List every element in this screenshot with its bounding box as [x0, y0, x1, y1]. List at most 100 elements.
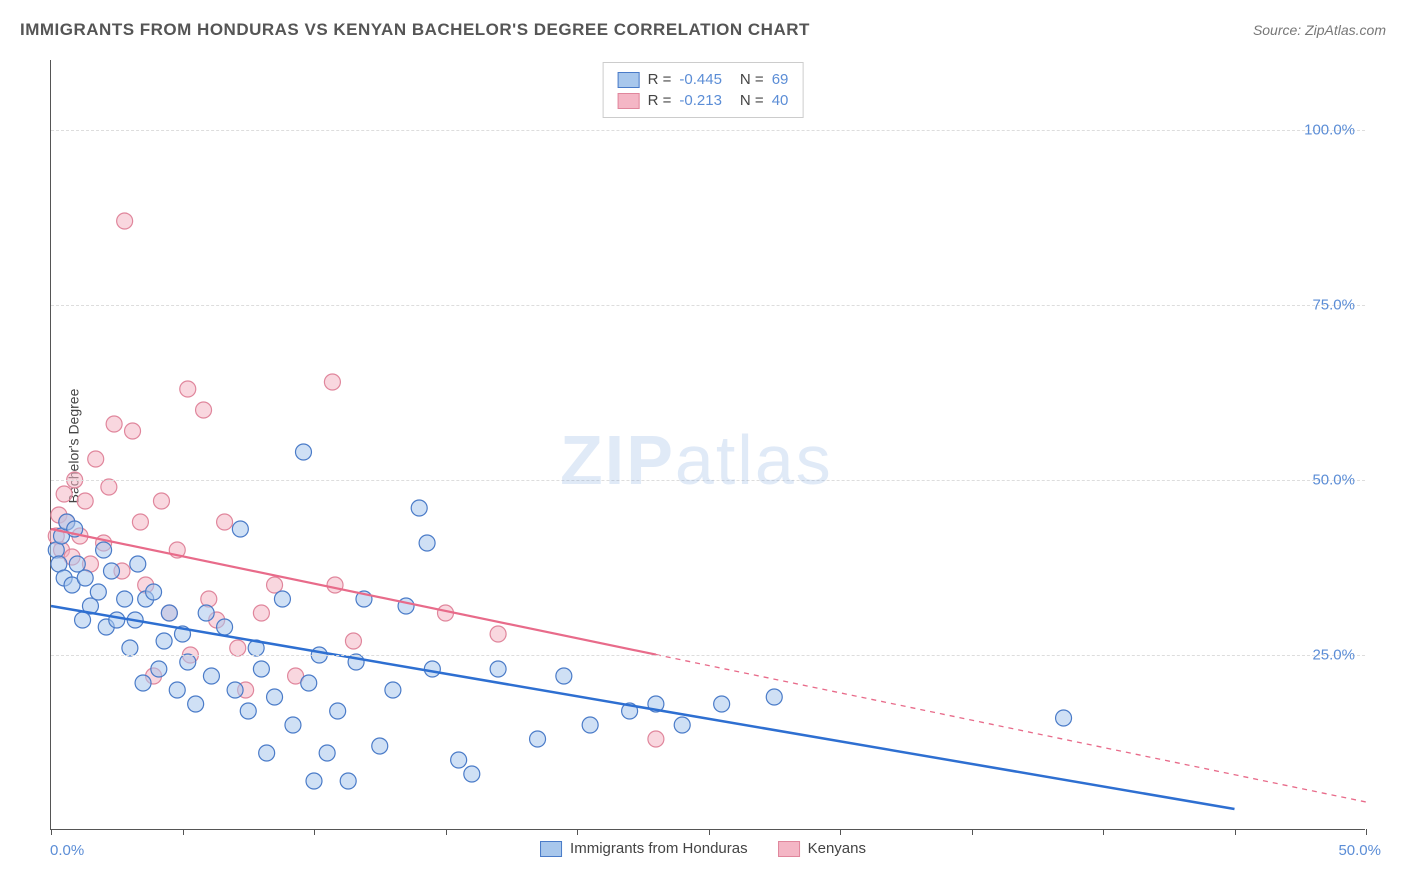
y-tick-label: 50.0% — [1312, 472, 1355, 489]
data-point — [132, 514, 148, 530]
data-point — [285, 717, 301, 733]
legend-swatch — [618, 72, 640, 88]
legend-stat-row: R =-0.213N =40 — [618, 90, 789, 111]
data-point — [88, 451, 104, 467]
data-point — [69, 556, 85, 572]
y-tick-label: 100.0% — [1304, 122, 1355, 139]
data-point — [674, 717, 690, 733]
source-label: Source: ZipAtlas.com — [1253, 22, 1386, 38]
data-point — [267, 689, 283, 705]
x-tick — [1103, 829, 1104, 835]
legend-stat-row: R = -0.445 N = 69 — [618, 69, 789, 90]
data-point — [319, 745, 335, 761]
legend-series-item: Immigrants from Honduras — [540, 840, 748, 857]
x-tick — [577, 829, 578, 835]
data-point — [196, 402, 212, 418]
data-point — [372, 738, 388, 754]
data-point — [530, 731, 546, 747]
legend-stats: R =-0.445N =69R =-0.213N =40 — [603, 62, 804, 118]
data-point — [424, 661, 440, 677]
gridline — [51, 655, 1365, 656]
data-point — [490, 626, 506, 642]
data-point — [180, 654, 196, 670]
data-point — [274, 591, 290, 607]
data-point — [217, 619, 233, 635]
data-point — [96, 542, 112, 558]
data-point — [324, 374, 340, 390]
data-point — [451, 752, 467, 768]
trend-line — [51, 606, 1235, 809]
data-point — [201, 591, 217, 607]
data-point — [582, 717, 598, 733]
data-point — [648, 731, 664, 747]
n-label: N = — [740, 92, 764, 109]
data-point — [490, 661, 506, 677]
x-axis-max-label: 50.0% — [1338, 842, 1381, 859]
data-point — [146, 584, 162, 600]
data-point — [259, 745, 275, 761]
data-point — [295, 444, 311, 460]
n-value: 69 — [772, 71, 789, 88]
x-tick — [709, 829, 710, 835]
data-point — [411, 500, 427, 516]
data-point — [169, 682, 185, 698]
data-point — [117, 591, 133, 607]
data-point — [306, 773, 322, 789]
legend-swatch — [778, 841, 800, 857]
r-value: -0.445 — [679, 71, 722, 88]
n-value: 40 — [772, 92, 789, 109]
data-point — [301, 675, 317, 691]
gridline — [51, 480, 1365, 481]
scatter-svg — [51, 60, 1365, 829]
data-point — [398, 598, 414, 614]
legend-series-label: Kenyans — [808, 840, 866, 857]
data-point — [161, 605, 177, 621]
data-point — [151, 661, 167, 677]
data-point — [130, 556, 146, 572]
data-point — [77, 570, 93, 586]
data-point — [109, 612, 125, 628]
x-tick — [1235, 829, 1236, 835]
data-point — [464, 766, 480, 782]
data-point — [1056, 710, 1072, 726]
data-point — [188, 696, 204, 712]
data-point — [122, 640, 138, 656]
data-point — [240, 703, 256, 719]
x-tick — [446, 829, 447, 835]
data-point — [106, 416, 122, 432]
data-point — [267, 577, 283, 593]
y-tick-label: 25.0% — [1312, 647, 1355, 664]
data-point — [125, 423, 141, 439]
data-point — [180, 381, 196, 397]
data-point — [556, 668, 572, 684]
gridline — [51, 305, 1365, 306]
r-label: R = — [648, 71, 672, 88]
data-point — [101, 479, 117, 495]
y-tick-label: 75.0% — [1312, 297, 1355, 314]
x-tick — [1366, 829, 1367, 835]
x-axis-min-label: 0.0% — [50, 842, 84, 859]
data-point — [230, 640, 246, 656]
data-point — [217, 514, 233, 530]
data-point — [766, 689, 782, 705]
data-point — [77, 493, 93, 509]
legend-series: Immigrants from Honduras Kenyans — [540, 840, 866, 857]
legend-series-item: Kenyans — [778, 840, 866, 857]
data-point — [232, 521, 248, 537]
data-point — [153, 493, 169, 509]
gridline — [51, 130, 1365, 131]
legend-swatch — [540, 841, 562, 857]
x-tick — [314, 829, 315, 835]
data-point — [345, 633, 361, 649]
n-label: N = — [740, 71, 764, 88]
data-point — [253, 605, 269, 621]
data-point — [714, 696, 730, 712]
r-label: R = — [648, 92, 672, 109]
legend-series-label: Immigrants from Honduras — [570, 840, 748, 857]
data-point — [419, 535, 435, 551]
chart-container: IMMIGRANTS FROM HONDURAS VS KENYAN BACHE… — [0, 0, 1406, 892]
data-point — [198, 605, 214, 621]
data-point — [327, 577, 343, 593]
legend-swatch — [618, 93, 640, 109]
data-point — [103, 563, 119, 579]
